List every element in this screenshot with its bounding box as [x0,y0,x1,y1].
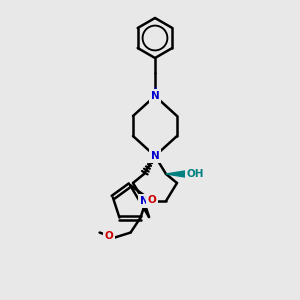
Text: N: N [140,196,148,206]
Text: N: N [151,91,159,101]
Text: N: N [151,151,159,161]
Polygon shape [166,170,188,178]
Text: O: O [148,195,157,206]
Text: OH: OH [186,169,204,179]
Text: O: O [104,231,113,241]
